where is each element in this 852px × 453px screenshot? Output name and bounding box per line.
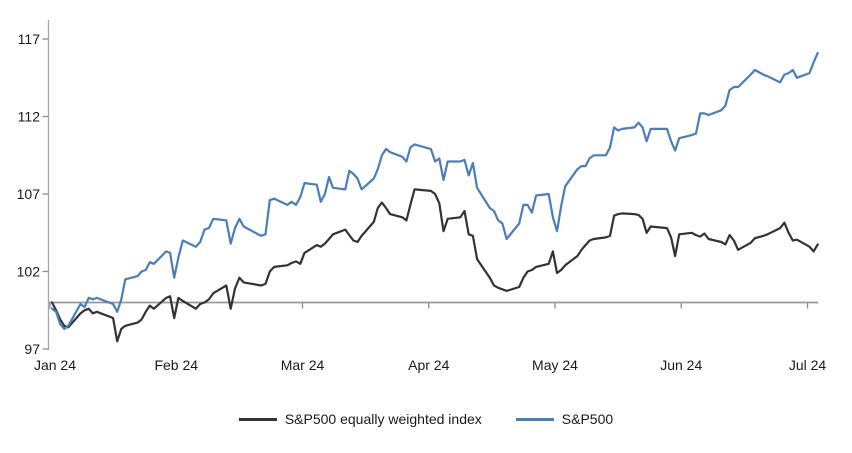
series-line-sp500 bbox=[50, 51, 819, 330]
legend-label-sp500: S&P500 bbox=[561, 411, 614, 427]
x-axis-tick-label: Jul 24 bbox=[789, 357, 827, 373]
line-chart-plot: 97 102 107 112 117 Jan 24 Feb 24 Mar 24 Apr 24 Ma… bbox=[17, 20, 827, 373]
legend-item-sp500: S&P500 bbox=[515, 411, 614, 427]
y-axis-tick-label: 107 bbox=[17, 186, 41, 202]
series-line-equal-weight bbox=[50, 188, 819, 343]
x-axis-tick-label: Feb 24 bbox=[154, 357, 198, 373]
legend-line-swatch-equal-weight bbox=[238, 417, 277, 421]
x-axis-tick-label: Mar 24 bbox=[281, 357, 325, 373]
x-axis-tick-label: May 24 bbox=[532, 357, 578, 373]
legend-line-swatch-sp500 bbox=[515, 417, 554, 421]
x-axis-tick-label: Jan 24 bbox=[34, 357, 76, 373]
legend-label-equal-weight: S&P500 equally weighted index bbox=[284, 411, 482, 427]
y-axis-tick-label: 102 bbox=[17, 264, 41, 280]
y-axis-tick-label: 117 bbox=[18, 31, 41, 47]
legend-item-equal-weight: S&P500 equally weighted index bbox=[238, 411, 482, 427]
y-axis-tick-label: 97 bbox=[24, 341, 40, 357]
y-axis-tick-label: 112 bbox=[18, 109, 41, 125]
chart-legend: S&P500 equally weighted index S&P500 bbox=[0, 411, 852, 427]
x-axis-tick-label: Jun 24 bbox=[660, 357, 702, 373]
x-axis-tick-label: Apr 24 bbox=[408, 357, 449, 373]
